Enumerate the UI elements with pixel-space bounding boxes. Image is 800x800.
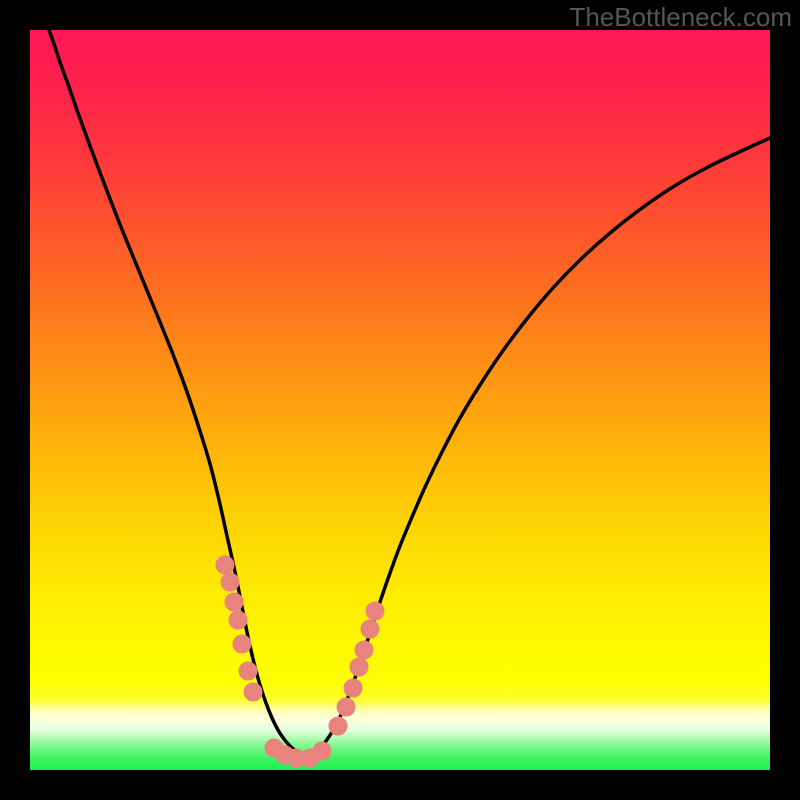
data-marker xyxy=(276,746,294,764)
data-marker xyxy=(221,573,239,591)
watermark-text: TheBottleneck.com xyxy=(569,2,792,33)
data-marker xyxy=(337,698,355,716)
data-marker xyxy=(225,593,243,611)
data-marker xyxy=(355,641,373,659)
chart-svg xyxy=(30,30,770,770)
data-marker xyxy=(216,556,234,574)
data-marker xyxy=(350,658,368,676)
data-marker xyxy=(244,683,262,701)
data-marker xyxy=(239,662,257,680)
plot-area xyxy=(30,30,770,770)
data-marker xyxy=(301,749,319,767)
data-marker xyxy=(313,742,331,760)
data-marker xyxy=(366,602,384,620)
data-marker xyxy=(233,635,251,653)
data-marker xyxy=(344,679,362,697)
data-marker xyxy=(361,620,379,638)
data-marker xyxy=(329,717,347,735)
data-marker xyxy=(287,749,305,767)
data-marker xyxy=(265,739,283,757)
bottleneck-chart: TheBottleneck.com xyxy=(0,0,800,800)
bottleneck-curve xyxy=(49,30,770,754)
data-marker xyxy=(229,611,247,629)
